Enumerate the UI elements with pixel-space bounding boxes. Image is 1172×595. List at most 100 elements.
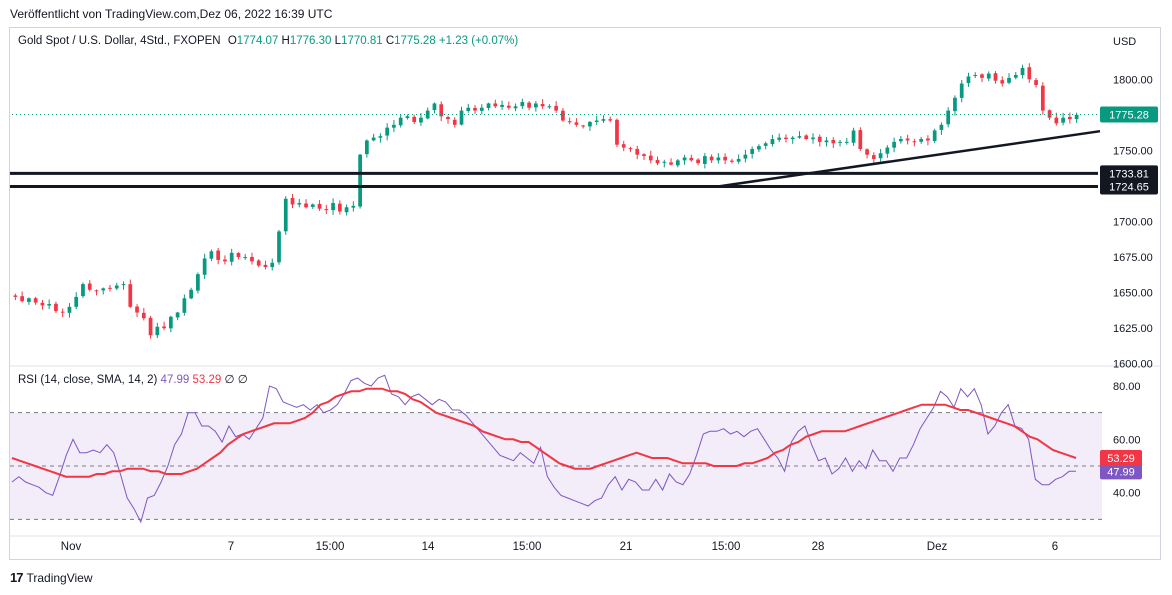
candle — [601, 115, 606, 123]
candle — [561, 107, 565, 122]
candle — [730, 158, 734, 164]
candle — [486, 102, 491, 111]
candle — [797, 131, 802, 139]
time-tick-label: 15:00 — [513, 541, 542, 553]
rsi-ma-line — [11, 387, 1077, 478]
candle — [1061, 112, 1065, 126]
candle — [1068, 112, 1072, 124]
candle — [452, 117, 457, 128]
candle — [229, 248, 234, 266]
candle — [87, 280, 92, 292]
candle — [155, 322, 160, 338]
candle — [959, 79, 964, 103]
candle — [331, 198, 335, 215]
candle — [946, 107, 951, 128]
candle — [385, 123, 390, 141]
price-legend: Gold Spot / U.S. Dollar, 4Std., FXOPEN O… — [18, 35, 518, 47]
rsi-legend: RSI (14, close, SMA, 14, 2) 47.99 53.29 … — [18, 372, 248, 386]
rsi-tick-label: 60.00 — [1113, 434, 1141, 446]
candle — [804, 134, 809, 141]
candle — [993, 71, 998, 84]
candle — [608, 116, 613, 123]
price-tick-label: 1650.00 — [1113, 288, 1153, 300]
candle — [148, 315, 153, 339]
candle — [304, 199, 308, 209]
candle — [128, 279, 133, 309]
candle — [574, 118, 579, 127]
low-value: 1770.81 — [341, 35, 383, 47]
candle — [263, 260, 268, 270]
candle — [953, 95, 957, 116]
rsi-tick-label: 40.00 — [1113, 488, 1141, 500]
candle — [1047, 109, 1052, 121]
candle — [648, 150, 653, 164]
candle — [398, 114, 403, 128]
candle — [290, 194, 295, 209]
candle — [67, 303, 72, 318]
candle — [365, 139, 369, 158]
candle — [40, 299, 45, 310]
candle — [344, 204, 349, 216]
candle — [851, 127, 856, 146]
candle — [912, 138, 917, 147]
trendline[interactable] — [717, 129, 1101, 188]
candle — [831, 137, 836, 148]
candle — [256, 259, 261, 268]
candle — [655, 156, 660, 166]
candle — [919, 136, 924, 144]
candle — [196, 272, 200, 294]
candle — [250, 252, 254, 265]
candle — [419, 113, 423, 126]
candle — [500, 100, 504, 110]
candle — [317, 200, 322, 211]
candle — [824, 137, 829, 147]
candle — [628, 146, 633, 152]
candle — [757, 144, 761, 153]
price-axis-unit: USD — [1113, 36, 1136, 48]
candle — [871, 152, 876, 163]
change-value: +1.23 (+0.07%) — [438, 35, 519, 47]
time-tick-label: 15:00 — [316, 541, 345, 553]
candle — [493, 99, 498, 109]
candle — [939, 122, 944, 135]
candle — [885, 145, 890, 158]
candle — [567, 117, 572, 125]
symbol-title: Gold Spot / U.S. Dollar, 4Std., FXOPEN — [18, 35, 221, 47]
candle — [716, 153, 721, 164]
candle — [236, 252, 241, 260]
rsi-value-badge — [1100, 463, 1142, 480]
candle — [108, 284, 112, 292]
price-tick-label: 1800.00 — [1113, 74, 1153, 86]
candle — [162, 321, 166, 331]
candle — [736, 154, 741, 164]
candle — [892, 137, 896, 153]
candle — [121, 281, 126, 290]
candle — [1000, 76, 1005, 87]
candle — [202, 253, 207, 279]
brand-name[interactable]: TradingView — [26, 570, 93, 585]
candle — [101, 287, 106, 295]
candle — [926, 135, 930, 146]
candle — [675, 158, 680, 168]
candle — [534, 101, 538, 112]
candle — [723, 153, 727, 165]
candle — [662, 159, 667, 168]
candle — [743, 149, 748, 163]
candle — [1040, 82, 1045, 115]
candle — [459, 106, 464, 126]
candle — [817, 134, 822, 147]
candle — [1027, 63, 1032, 83]
candle — [114, 282, 119, 291]
candle — [696, 158, 700, 166]
candle — [277, 229, 281, 265]
current-price-badge — [1100, 106, 1158, 123]
candle — [838, 139, 842, 147]
price-tick-label: 1700.00 — [1113, 217, 1153, 229]
price-tick-label: 1625.00 — [1113, 323, 1153, 335]
price-tick-label: 1750.00 — [1113, 145, 1153, 157]
candle — [594, 115, 599, 125]
rsi-ma-badge-label: 53.29 — [1107, 453, 1135, 465]
candle — [547, 104, 552, 109]
candle — [27, 297, 31, 305]
